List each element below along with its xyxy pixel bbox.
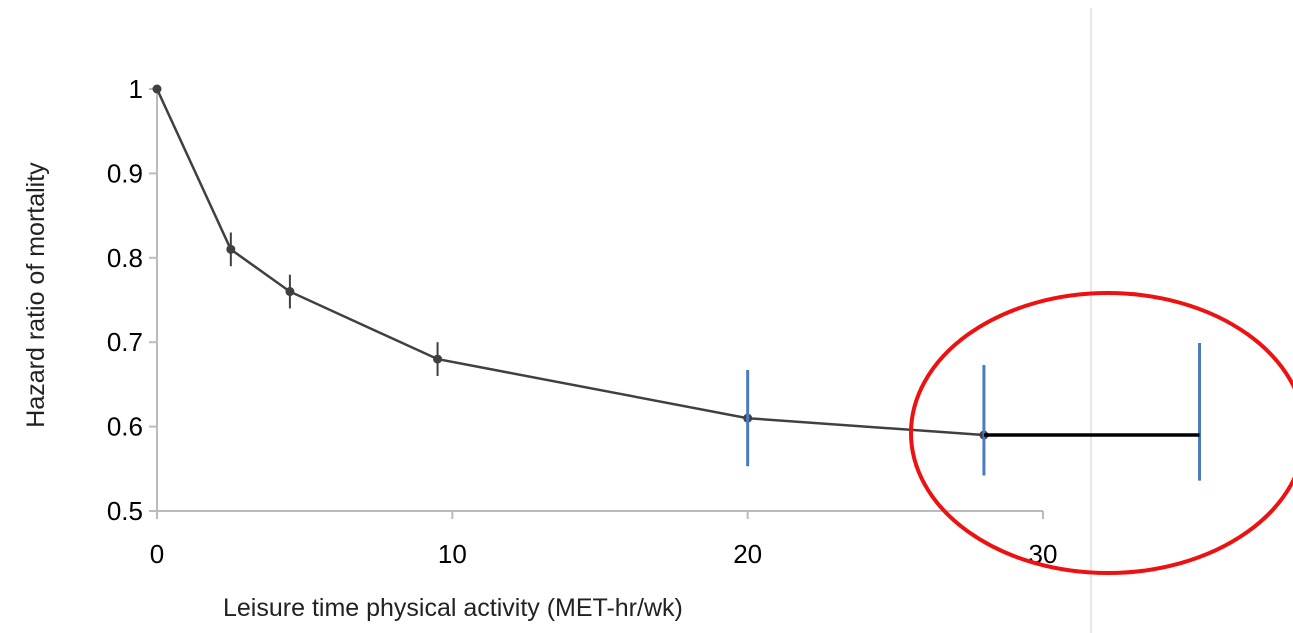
highlight-ellipse	[909, 291, 1293, 575]
axes	[149, 87, 1044, 519]
y-tick-label: 1	[129, 74, 143, 104]
series-line-group	[155, 88, 984, 437]
x-tick-label: 20	[733, 539, 762, 569]
x-axis-title: Leisure time physical activity (MET-hr/w…	[223, 594, 683, 622]
y-tick-label: 0.6	[107, 412, 143, 442]
series-line	[155, 88, 984, 437]
x-tick-label: 0	[150, 539, 164, 569]
x-tick-labels: 0 10 20 30	[150, 539, 1058, 569]
y-tick-labels: 0.5 0.6 0.7 0.8 0.9 1	[107, 74, 143, 526]
data-point	[285, 287, 295, 297]
data-point	[226, 244, 236, 254]
y-tick-label: 0.5	[107, 496, 143, 526]
y-tick-label: 0.7	[107, 327, 143, 357]
error-bars	[229, 232, 985, 452]
annotations	[746, 291, 1293, 575]
y-tick-label: 0.9	[107, 158, 143, 188]
y-axis-title: Hazard ratio of mortality	[22, 162, 50, 428]
x-tick-label: 10	[438, 539, 467, 569]
data-point	[152, 84, 162, 94]
y-tick-label: 0.8	[107, 243, 143, 273]
data-point	[433, 354, 443, 364]
data-points	[152, 84, 989, 440]
